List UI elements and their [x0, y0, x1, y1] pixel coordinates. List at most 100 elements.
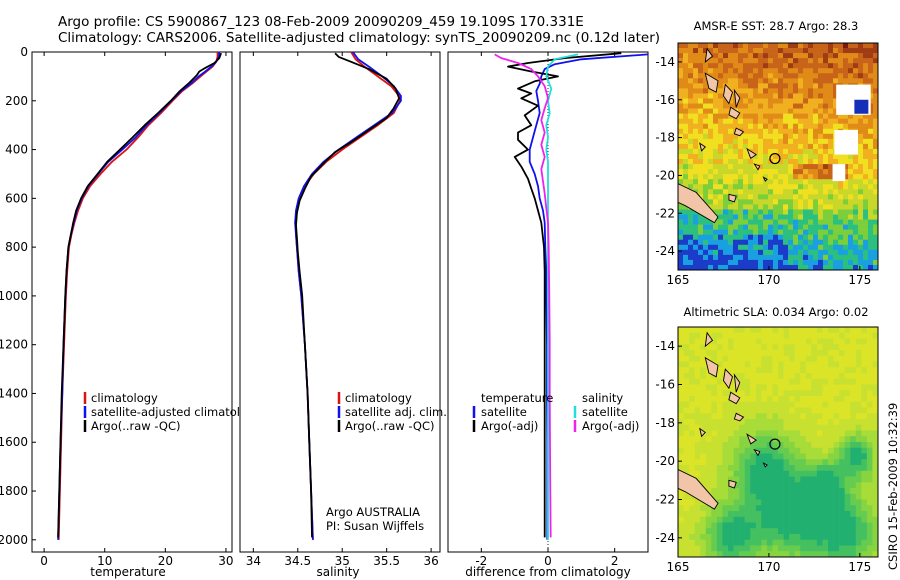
sst-cell	[678, 63, 684, 69]
sst-cell	[838, 219, 844, 225]
sst-cell	[828, 259, 834, 266]
sst-cell	[773, 224, 779, 230]
sla-cell	[750, 413, 757, 420]
sla-cell	[794, 401, 801, 408]
sst-cell	[758, 184, 764, 190]
sst-cell	[788, 174, 794, 180]
sla-cell	[805, 361, 812, 368]
sst-cell	[708, 224, 714, 230]
sst-cell	[728, 229, 734, 235]
sla-cell	[850, 499, 857, 506]
sla-cell	[811, 430, 818, 437]
sst-cell	[793, 244, 799, 251]
sla-cell	[744, 476, 751, 483]
sla-cell	[811, 482, 818, 489]
legend-label-argo: Argo(..raw -QC)	[91, 419, 181, 433]
sst-cell	[818, 259, 824, 266]
sst-cell	[858, 123, 864, 130]
sla-cell	[783, 338, 790, 345]
sla-cell	[855, 453, 862, 460]
sst-cell	[813, 169, 819, 175]
sst-cell	[698, 78, 704, 84]
sst-cell	[763, 214, 769, 220]
sst-cell	[723, 108, 729, 114]
sla-cell	[750, 338, 757, 345]
sla-cell	[694, 516, 701, 523]
sla-cell	[789, 482, 795, 489]
sla-cell	[744, 384, 751, 391]
sla-cell	[872, 350, 878, 357]
sst-cell	[743, 224, 749, 230]
sst-cell	[833, 194, 839, 200]
sla-cell	[683, 545, 690, 552]
sla-cell	[700, 470, 707, 477]
sla-cell	[744, 350, 751, 357]
sst-cell	[728, 204, 734, 210]
sst-cell	[728, 219, 734, 225]
sla-cell	[744, 332, 751, 339]
sst-cell	[688, 219, 694, 225]
sla-cell	[816, 332, 823, 339]
sla-cell	[739, 447, 745, 454]
sla-cell	[794, 378, 801, 385]
sst-cell	[703, 43, 709, 49]
sla-cell	[805, 516, 812, 523]
sla-cell	[728, 407, 734, 414]
sst-cell	[743, 98, 749, 104]
sst-cell	[708, 98, 714, 104]
sla-cell	[733, 482, 740, 489]
sst-cell	[843, 153, 849, 160]
sst-cell	[713, 128, 719, 135]
sla-cell	[683, 539, 690, 546]
sst-cell	[683, 234, 689, 241]
sla-cell	[794, 522, 801, 529]
sst-cell	[778, 108, 784, 114]
sla-cell	[694, 539, 701, 546]
sst-cell	[688, 249, 694, 256]
sla-cell	[689, 545, 695, 552]
sla-cell	[822, 384, 829, 391]
sst-cell	[808, 78, 814, 84]
sst-cell	[688, 68, 694, 74]
sla-cell	[811, 367, 818, 374]
sla-cell	[866, 528, 873, 535]
sst-cell	[703, 148, 709, 155]
sst-cell	[698, 138, 704, 145]
sla-cell	[755, 373, 762, 380]
sla-cell	[872, 373, 878, 380]
sla-cell	[683, 373, 690, 380]
sla-cell	[716, 493, 723, 500]
sla-cell	[683, 338, 690, 345]
sla-cell	[744, 390, 751, 397]
sst-cell	[708, 204, 714, 210]
sst-cell	[763, 98, 769, 104]
sst-cell	[693, 159, 699, 165]
sla-cell	[722, 488, 729, 495]
sst-cell	[823, 133, 829, 140]
sst-cell	[818, 78, 824, 84]
sla-cell	[761, 528, 768, 535]
sla-cell	[700, 551, 707, 557]
sla-cell	[822, 511, 829, 518]
sst-cell	[783, 214, 789, 220]
sst-cell	[858, 78, 864, 84]
sla-cell	[866, 465, 873, 472]
sst-cell	[748, 249, 754, 256]
sst-cell	[853, 254, 859, 261]
sst-cell	[773, 88, 779, 94]
sst-cell	[708, 259, 714, 266]
sla-cell	[705, 476, 712, 483]
sst-cell	[773, 133, 779, 140]
sla-cell	[700, 465, 707, 472]
sst-cell	[793, 108, 799, 114]
sst-cell	[713, 219, 719, 225]
sst-cell	[743, 189, 749, 195]
sla-cell	[833, 338, 840, 345]
sla-cell	[861, 367, 868, 374]
sst-cell	[773, 219, 779, 225]
sst-cell	[868, 123, 874, 130]
loyalty-island-outline	[728, 479, 737, 489]
sst-cell	[753, 68, 759, 74]
sst-cell	[758, 214, 764, 220]
sla-cell	[744, 447, 751, 454]
